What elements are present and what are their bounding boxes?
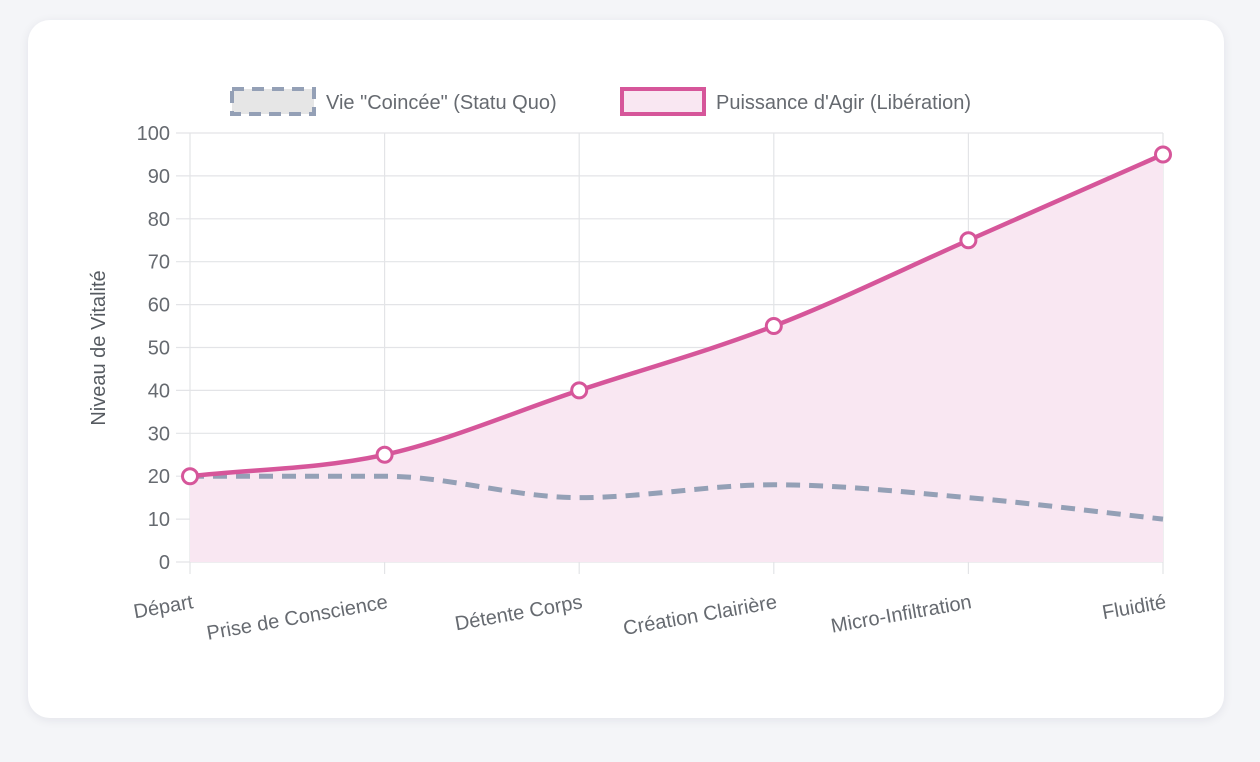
y-tick-label: 50 (148, 338, 170, 360)
legend-swatch-0[interactable] (230, 87, 316, 116)
y-tick-label: 10 (148, 509, 170, 531)
y-tick-label: 70 (148, 252, 170, 274)
x-tick-label: Micro-Infiltration (829, 591, 973, 637)
data-point[interactable] (570, 381, 589, 400)
x-tick-label: Prise de Conscience (205, 591, 389, 645)
x-axis-ticks: Départ Prise de Conscience Détente Corps Cr… (132, 591, 1168, 645)
legend-label-1[interactable]: Puissance d'Agir (Libération) (716, 92, 971, 114)
y-tick-label: 80 (148, 209, 170, 231)
legend-label-0[interactable]: Vie "Coincée" (Statu Quo) (326, 92, 557, 114)
y-axis-ticks: 0 10 20 30 40 50 60 70 80 90 100 (137, 123, 170, 574)
y-tick-label: 100 (137, 123, 170, 145)
y-tick-label: 0 (159, 552, 170, 574)
data-point[interactable] (764, 317, 783, 336)
series-line-1[interactable] (189, 152, 1164, 479)
series-lines (189, 152, 1164, 522)
x-tick-label: Départ (132, 591, 195, 623)
data-point[interactable] (1154, 145, 1172, 164)
legend[interactable]: Vie "Coincée" (Statu Quo) Puissance d'Agi… (230, 87, 971, 116)
x-tick-label: Création Clairière (622, 591, 779, 640)
x-tick-label: Fluidité (1101, 591, 1168, 624)
series-area-1 (190, 154, 1163, 562)
series-points (181, 145, 1172, 486)
series-line-0[interactable] (190, 473, 1164, 522)
y-tick-label: 20 (148, 466, 170, 488)
data-point[interactable] (375, 445, 394, 464)
legend-swatch-1[interactable] (620, 87, 706, 116)
y-tick-label: 40 (148, 380, 170, 402)
y-tick-label: 30 (148, 423, 170, 445)
y-axis-title: Niveau de Vitalité (88, 270, 110, 425)
y-tick-label: 90 (148, 166, 170, 188)
x-tick-label: Détente Corps (453, 591, 584, 635)
y-tick-label: 60 (148, 295, 170, 317)
data-point[interactable] (181, 467, 199, 486)
series-areas (190, 154, 1163, 562)
data-point[interactable] (959, 231, 978, 250)
